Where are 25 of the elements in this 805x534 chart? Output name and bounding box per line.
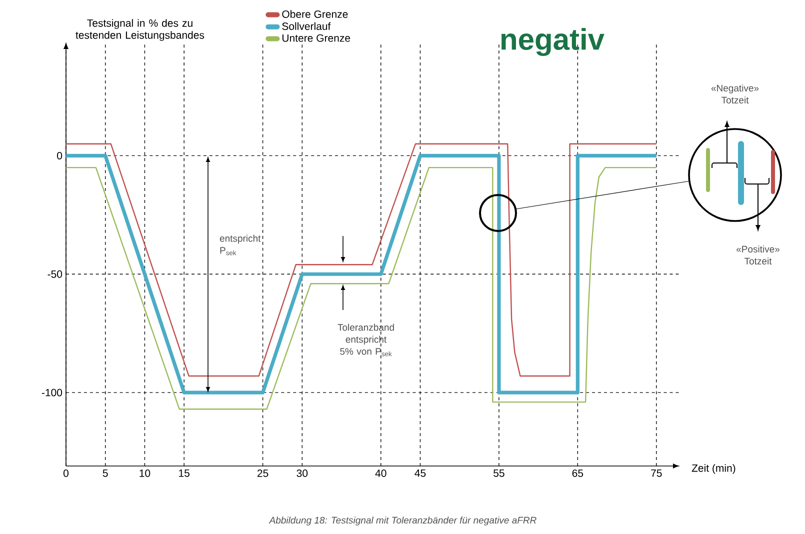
text: «Negative» Totzeit [711, 84, 759, 104]
x-tick-label: 65 [572, 470, 584, 477]
x-tick-label: 40 [375, 470, 386, 477]
legend-label: Untere Grenze [282, 34, 350, 42]
x-tick-label: 45 [414, 470, 426, 477]
x-tick-label: 25 [257, 470, 268, 477]
annotation: Toleranzband entspricht 5% von P$_{sek}$ [338, 324, 394, 356]
text: Abbildung 18: Testsignal mit Toleranzbänder für negative aFRR [268, 516, 536, 526]
text: «Positive» Totzeit [736, 246, 780, 264]
y-tick-label: -50 [48, 270, 62, 278]
x-tick-label: 75 [651, 470, 662, 477]
y-axis-title: Testsignal in % des zu testenden Leistungsbandes [76, 19, 204, 41]
chart-title: negativ [501, 28, 604, 56]
y-tick-label: -100 [42, 388, 62, 396]
x-tick-label: 10 [140, 470, 150, 477]
x-tick-label: 30 [296, 470, 308, 477]
x-tick-label: 5 [102, 470, 108, 477]
x-axis-title: Zeit (min) [692, 464, 736, 474]
legend-label: Sollverlauf [282, 22, 331, 30]
y-tick-label: 0 [57, 152, 62, 160]
x-tick-label: 15 [179, 470, 190, 477]
legend-label: Obere Grenze [282, 10, 348, 18]
x-tick-label: 0 [63, 470, 69, 477]
x-tick-label: 55 [494, 470, 504, 477]
annotation: entspricht P$_{sek}$ [220, 234, 261, 256]
